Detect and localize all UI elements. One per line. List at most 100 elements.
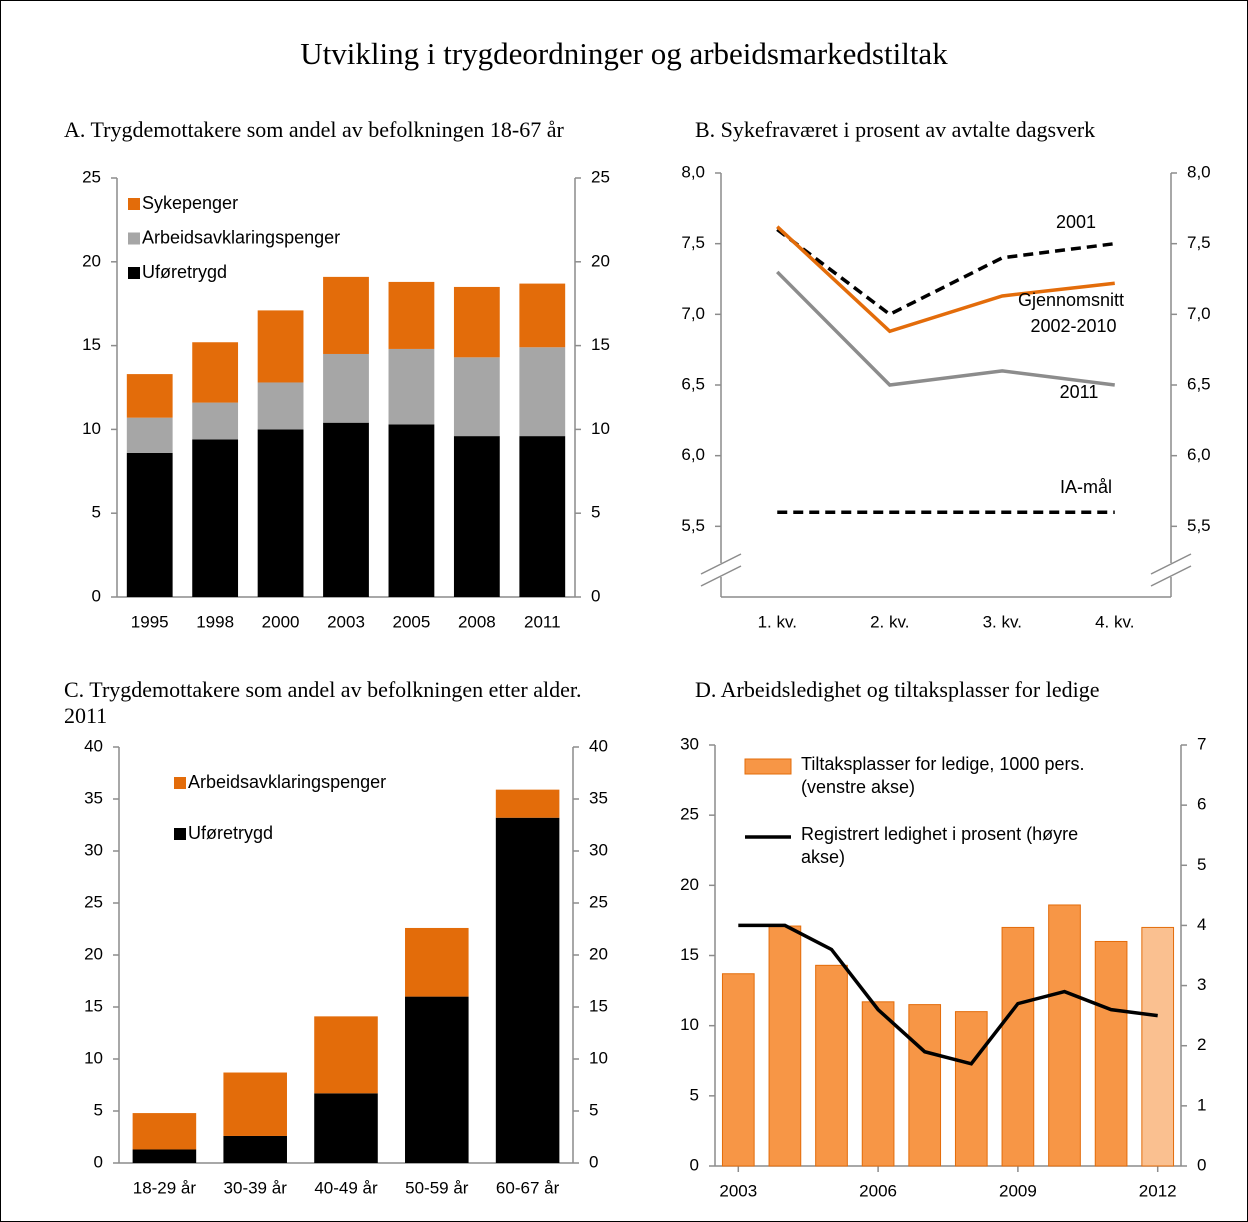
chart-title: A. Trygdemottakere som andel av befolkni… <box>64 117 564 142</box>
x-tick-label: 2000 <box>262 612 300 631</box>
y-tick-label: 40 <box>84 736 103 755</box>
x-tick-label: 1. kv. <box>758 612 797 631</box>
series-line <box>776 228 1115 317</box>
y-tick-label: 15 <box>82 335 101 354</box>
y-tick-label: 15 <box>589 996 608 1015</box>
y-tick-label: 25 <box>589 892 608 911</box>
bar-segment <box>126 452 173 597</box>
x-tick-label: 1995 <box>131 612 169 631</box>
series-label: Gjennomsnitt 2002-2010 <box>1018 290 1124 336</box>
y-tick-label: 1 <box>1197 1095 1206 1114</box>
legend-label: Arbeidsavklaringspenger <box>188 772 386 792</box>
y-tick-label: 25 <box>82 167 101 186</box>
y-tick-label: 15 <box>591 335 610 354</box>
y-tick-label: 10 <box>589 1048 608 1067</box>
legend-swatch <box>128 232 140 245</box>
y-tick-label: 7 <box>1197 734 1206 753</box>
x-tick-label: 2005 <box>393 612 431 631</box>
chart-title: D. Arbeidsledighet og tiltaksplasser for… <box>695 677 1100 702</box>
legend-swatch <box>744 758 792 775</box>
bar-segment <box>257 382 304 430</box>
y-tick-label: 10 <box>680 1015 699 1034</box>
legend-label: Tiltaksplasser for ledige, 1000 pers. (v… <box>801 754 1085 797</box>
y-tick-label: 0 <box>589 1152 598 1171</box>
bar-segment <box>453 286 500 358</box>
bar <box>768 925 802 1167</box>
x-tick-label: 2003 <box>327 612 365 631</box>
x-tick-label: 60-67 år <box>496 1178 560 1197</box>
legend-swatch <box>128 267 140 279</box>
x-tick-label: 2003 <box>719 1181 757 1200</box>
x-tick-label: 4. kv. <box>1095 612 1134 631</box>
bar-segment <box>323 276 369 354</box>
y-tick-label: 5,5 <box>1187 516 1211 535</box>
bar-segment <box>388 424 435 597</box>
y-tick-label: 30 <box>680 734 699 753</box>
y-tick-label: 6,0 <box>1187 445 1211 464</box>
y-tick-label: 6,5 <box>681 374 705 393</box>
x-tick-label: 40-49 år <box>314 1178 378 1197</box>
x-tick-label: 2006 <box>859 1181 897 1200</box>
y-tick-label: 5 <box>94 1100 103 1119</box>
bar-segment <box>223 1135 287 1163</box>
bar <box>908 1004 942 1167</box>
x-tick-label: 2. kv. <box>870 612 909 631</box>
bar-segment <box>314 1093 378 1163</box>
x-tick-label: 50-59 år <box>405 1178 469 1197</box>
bar <box>1141 926 1175 1167</box>
bar-segment <box>323 422 369 597</box>
axis-break <box>700 565 742 587</box>
legend-label: Uføretrygd <box>188 823 273 843</box>
y-tick-label: 40 <box>589 736 608 755</box>
y-tick-label: 20 <box>680 875 699 894</box>
y-tick-label: 20 <box>591 251 610 270</box>
y-tick-label: 10 <box>84 1048 103 1067</box>
chart-title: B. Sykefraværet i prosent av avtalte dag… <box>695 117 1096 142</box>
bar-segment <box>323 353 369 423</box>
bar-segment <box>126 374 173 418</box>
series-label: 2001 <box>1056 212 1096 232</box>
bar-segment <box>495 789 560 818</box>
bar <box>1048 904 1081 1167</box>
bar-segment <box>388 281 435 349</box>
bar-segment <box>405 996 469 1163</box>
legend-label: Sykepenger <box>142 193 238 213</box>
y-tick-label: 15 <box>84 996 103 1015</box>
chart-title: C. Trygdemottakere som andel av befolkni… <box>64 677 582 728</box>
bar-segment <box>519 283 566 348</box>
x-tick-label: 1998 <box>196 612 234 631</box>
y-tick-label: 8,0 <box>1187 162 1211 181</box>
y-tick-label: 5 <box>690 1085 699 1104</box>
bar-segment <box>192 402 239 440</box>
axis-break <box>700 553 742 575</box>
legend-label: Arbeidsavklaringspenger <box>142 227 340 247</box>
y-tick-label: 20 <box>589 944 608 963</box>
x-tick-label: 30-39 år <box>224 1178 288 1197</box>
bar-segment <box>405 927 469 997</box>
bar-segment <box>314 1016 378 1094</box>
y-tick-label: 8,0 <box>681 162 705 181</box>
y-tick-label: 15 <box>680 945 699 964</box>
series-label: 2011 <box>1060 382 1099 402</box>
y-tick-label: 3 <box>1197 975 1206 994</box>
y-tick-label: 25 <box>591 167 610 186</box>
y-tick-label: 30 <box>84 840 103 859</box>
y-tick-label: 0 <box>591 586 600 605</box>
y-tick-label: 5 <box>1197 855 1206 874</box>
y-tick-label: 4 <box>1197 915 1206 934</box>
bar-segment <box>388 348 435 425</box>
x-tick-label: 2011 <box>524 612 561 631</box>
y-tick-label: 6 <box>1197 795 1206 814</box>
legend-label: Registrert ledighet i prosent (høyre aks… <box>801 824 1079 867</box>
bar <box>954 1011 988 1167</box>
bar <box>861 1001 895 1167</box>
legend-swatch <box>128 198 140 210</box>
bar-segment <box>495 817 560 1163</box>
y-tick-label: 7,0 <box>1187 304 1211 323</box>
bar-segment <box>132 1149 197 1163</box>
y-tick-label: 5 <box>591 503 600 522</box>
bar <box>815 964 848 1167</box>
x-tick-label: 2012 <box>1139 1181 1177 1200</box>
bar-segment <box>257 429 304 597</box>
